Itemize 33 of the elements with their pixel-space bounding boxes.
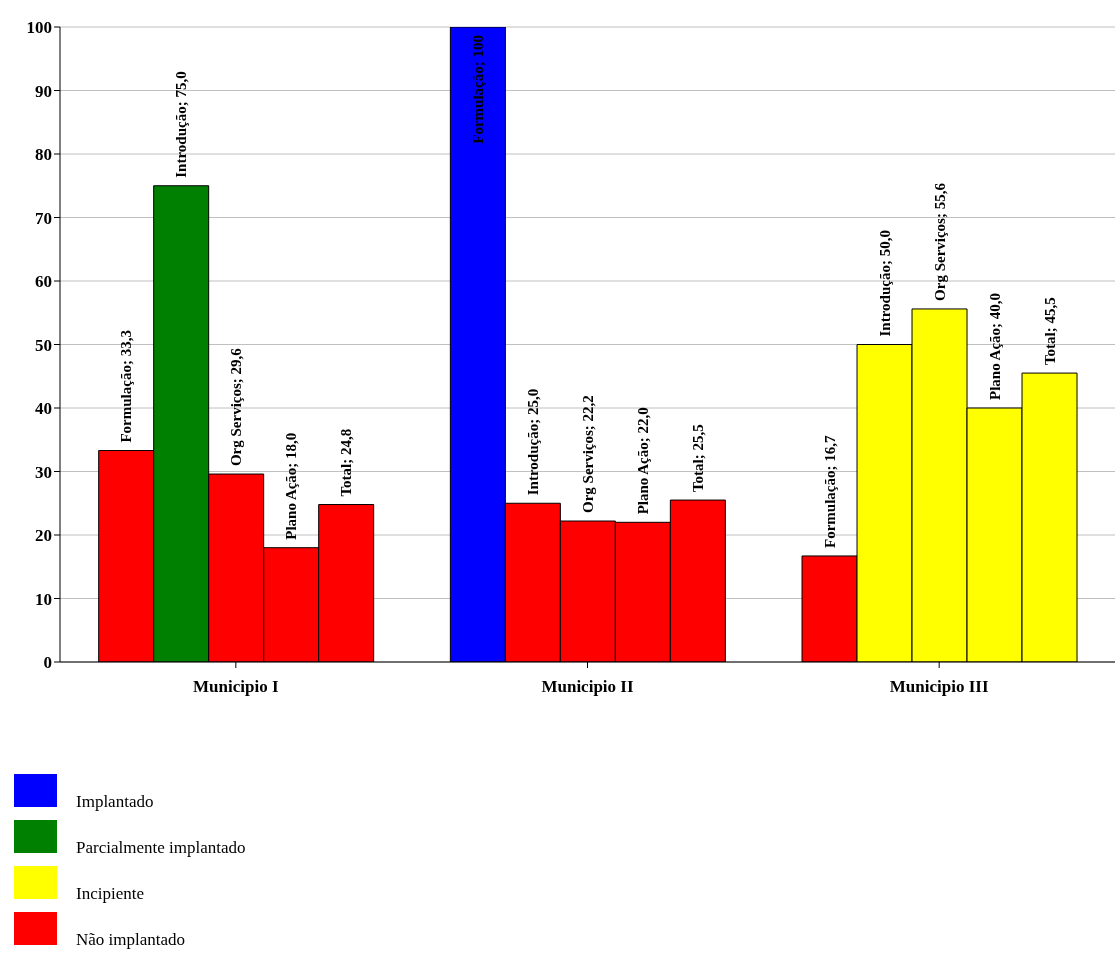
y-tick-label: 40 bbox=[35, 399, 52, 419]
data-label: Formulação; 33,3 bbox=[118, 330, 135, 443]
data-label: Introdução; 25,0 bbox=[524, 388, 541, 496]
y-tick-label: 80 bbox=[35, 145, 52, 165]
data-label: Formulação; 16,7 bbox=[821, 434, 838, 548]
legend-label: Não implantado bbox=[76, 930, 186, 949]
legend-label: Parcialmente implantado bbox=[76, 838, 246, 857]
legend-label: Incipiente bbox=[76, 884, 144, 903]
y-tick-label: 10 bbox=[35, 589, 52, 609]
x-tick-label: Municipio III bbox=[889, 677, 989, 697]
data-label: Total; 45,5 bbox=[1041, 297, 1058, 366]
legend-label: Implantado bbox=[76, 792, 154, 811]
y-tick-label: 100 bbox=[26, 18, 52, 38]
data-label: Org Serviços; 22,2 bbox=[579, 395, 596, 514]
data-label: Introdução; 50,0 bbox=[876, 230, 893, 337]
data-label: Org Serviços; 55,6 bbox=[931, 182, 948, 301]
data-label: Org Serviços; 29,6 bbox=[228, 347, 245, 467]
data-label: Total; 25,5 bbox=[689, 424, 706, 493]
data-label: Plano Ação; 22,0 bbox=[634, 407, 651, 515]
x-tick-label: Municipio II bbox=[541, 677, 634, 697]
y-tick-label: 50 bbox=[35, 335, 52, 355]
data-label: Plano Ação; 18,0 bbox=[283, 432, 300, 540]
y-tick-label: 70 bbox=[35, 208, 52, 228]
x-tick-label: Municipio I bbox=[193, 677, 279, 697]
data-label: Total; 24,8 bbox=[338, 428, 355, 497]
y-tick-label: 20 bbox=[35, 526, 52, 546]
y-tick-label: 0 bbox=[43, 653, 52, 673]
y-tick-label: 60 bbox=[35, 272, 52, 292]
data-label: Plano Ação; 40,0 bbox=[986, 292, 1003, 400]
data-label: Introdução; 75,0 bbox=[173, 71, 190, 178]
y-tick-label: 30 bbox=[35, 462, 52, 482]
data-label: Formulação; 100 bbox=[469, 35, 486, 144]
y-tick-label: 90 bbox=[35, 81, 52, 101]
